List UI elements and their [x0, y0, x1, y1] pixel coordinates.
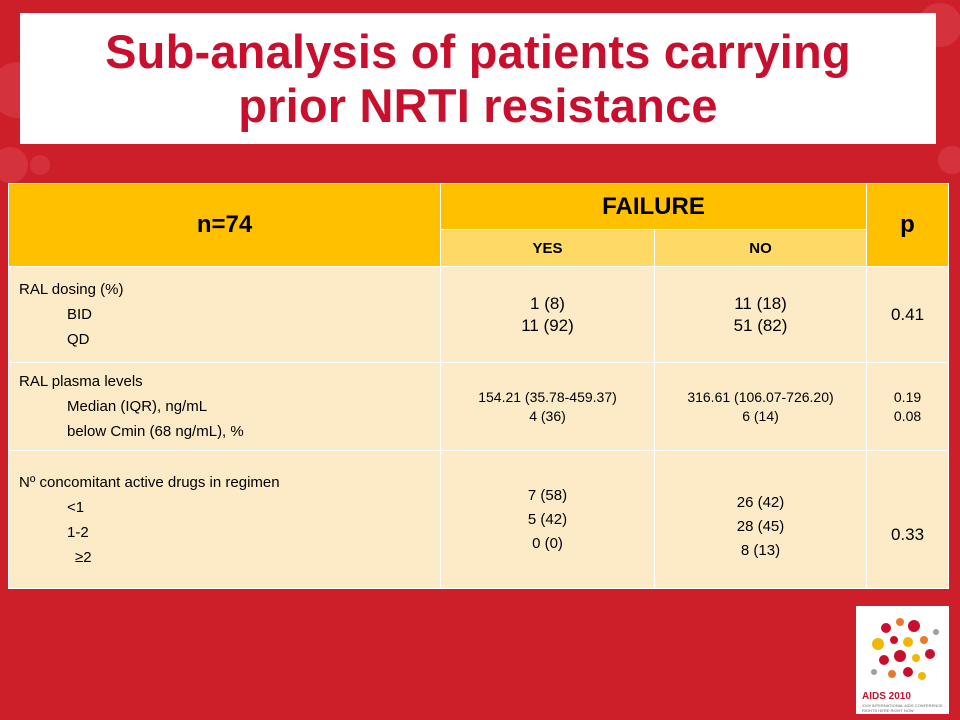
cell-value: 5 (42): [527, 510, 568, 528]
row-title: RAL plasma levels: [19, 373, 143, 390]
row-label: Nº concomitant active drugs in regimen <…: [8, 450, 441, 589]
cell-value: 316.61 (106.07-726.20): [687, 388, 834, 405]
header-failure: FAILURE: [439, 183, 868, 230]
p-value: 0.41: [890, 304, 925, 324]
row-sub-label: QD: [67, 331, 90, 348]
row-label: RAL dosing (%) BID QD: [8, 266, 441, 363]
p-value: 0.08: [893, 407, 922, 424]
table-row: RAL dosing (%) BID QD 1 (8) 11 (92) 11 (…: [8, 266, 950, 363]
cell-value: 28 (45): [736, 517, 785, 535]
p-value: 0.33: [890, 524, 925, 544]
row-sub-label: BID: [67, 306, 93, 323]
cell-value: 1 (8): [530, 293, 565, 313]
logo-name: AIDS 2010: [862, 691, 911, 702]
cell-value: 51 (82): [733, 315, 788, 335]
p-value: 0.19: [893, 388, 922, 405]
row-title: RAL dosing (%): [19, 281, 124, 298]
no-cell: 316.61 (106.07-726.20) 6 (14): [653, 362, 868, 451]
row-sub-label: <1: [67, 498, 85, 516]
p-cell: 0.19 0.08: [866, 362, 950, 451]
row-sub-label: 1-2: [67, 523, 89, 541]
title-box: Sub-analysis of patients carrying prior …: [20, 13, 936, 144]
results-table: n=74 FAILURE p YES NO RAL dosing (%) BID…: [8, 183, 950, 589]
conference-logo: AIDS 2010 XVIII INTERNATIONAL AIDS CONFE…: [856, 606, 949, 714]
header-no: NO: [653, 229, 868, 267]
p-cell: 0.33: [866, 450, 950, 589]
cell-value: 8 (13): [740, 541, 781, 559]
row-sub-label: below Cmin (68 ng/mL), %: [67, 423, 244, 440]
header-n: n=74: [8, 183, 441, 267]
row-label: RAL plasma levels Median (IQR), ng/mL be…: [8, 362, 441, 451]
table-row: RAL plasma levels Median (IQR), ng/mL be…: [8, 362, 950, 451]
cell-value: 0 (0): [532, 534, 563, 552]
no-cell: 26 (42) 28 (45) 8 (13): [653, 450, 868, 589]
cell-value: 11 (18): [734, 293, 787, 313]
cell-value: 7 (58): [527, 486, 568, 504]
no-cell: 11 (18) 51 (82): [653, 266, 868, 363]
row-title: Nº concomitant active drugs in regimen: [19, 473, 280, 491]
slide-title-line-2: prior NRTI resistance: [238, 78, 718, 132]
yes-cell: 7 (58) 5 (42) 0 (0): [440, 450, 655, 589]
yes-cell: 154.21 (35.78-459.37) 4 (36): [440, 362, 655, 451]
slide-title-line-1: Sub-analysis of patients carrying: [105, 24, 851, 78]
cell-value: 11 (92): [521, 315, 574, 335]
header-p: p: [866, 183, 950, 267]
cell-value: 6 (14): [742, 407, 779, 424]
row-sub-label: ≥2: [75, 548, 92, 566]
cell-value: 26 (42): [736, 493, 785, 511]
p-cell: 0.41: [866, 266, 950, 363]
cell-value: 4 (36): [529, 407, 566, 424]
logo-mark-icon: [871, 618, 939, 680]
row-sub-label: Median (IQR), ng/mL: [67, 398, 208, 415]
yes-cell: 1 (8) 11 (92): [440, 266, 655, 363]
logo-subtitle: XVIII INTERNATIONAL AIDS CONFERENCE RIGH…: [862, 703, 943, 713]
header-yes: YES: [440, 229, 655, 267]
table-row: Nº concomitant active drugs in regimen <…: [8, 450, 950, 589]
cell-value: 154.21 (35.78-459.37): [478, 388, 617, 405]
